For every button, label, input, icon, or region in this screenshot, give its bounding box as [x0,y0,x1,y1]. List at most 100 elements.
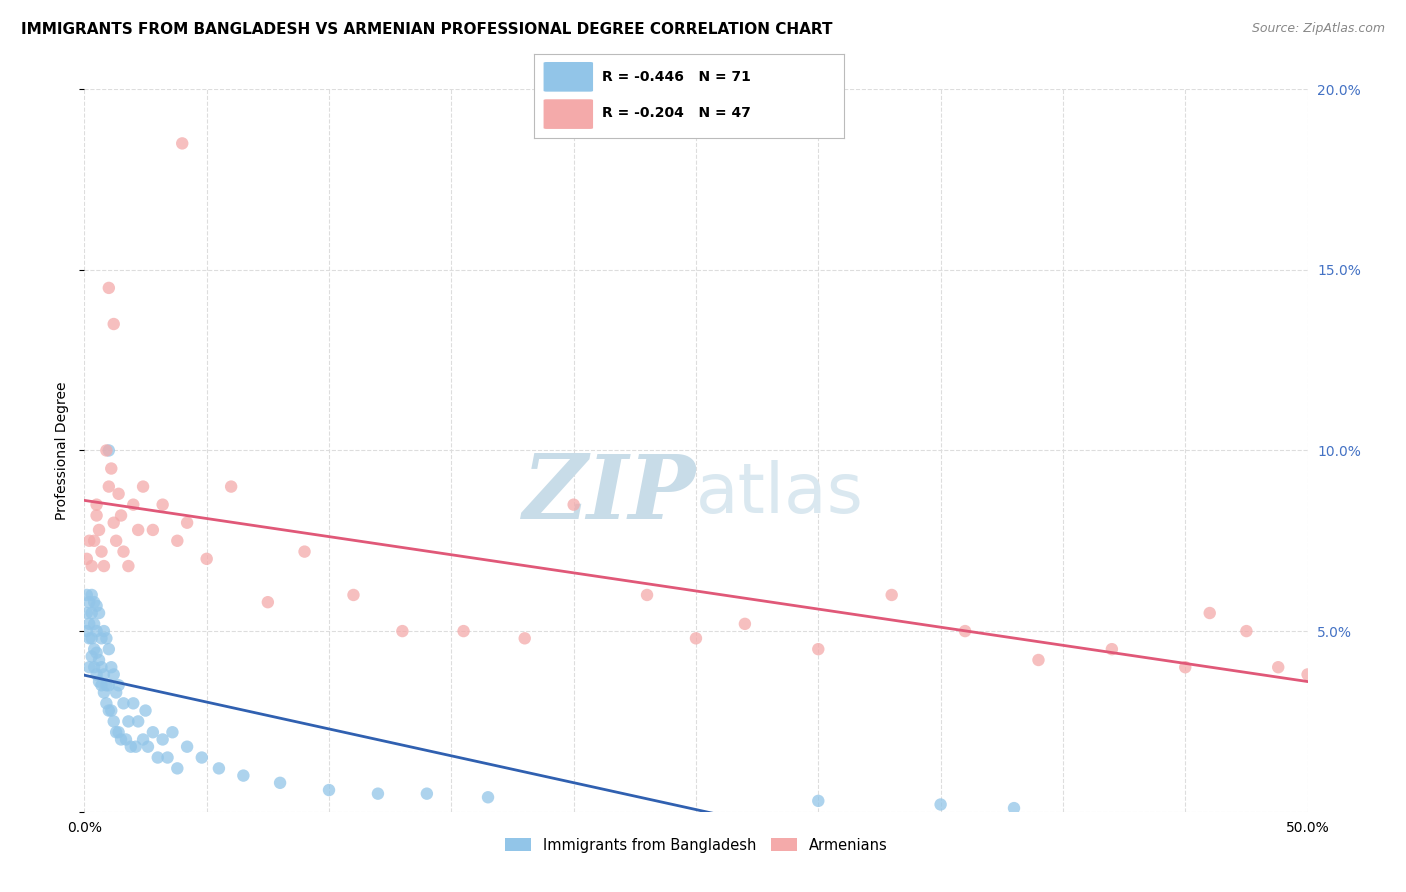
Point [110,732,132,747]
Point [135,704,157,718]
Point [93,685,115,699]
Point [172,136,194,151]
Point [107,487,129,501]
Point [77,533,100,548]
Point [97,704,120,718]
Point [342,588,364,602]
Point [107,725,129,739]
Point [96,443,118,458]
Point [513,632,536,646]
Point [453,624,475,639]
Point [105,685,128,699]
Point [166,761,188,775]
Point [132,732,155,747]
Point [807,794,830,808]
Text: R = -0.204   N = 47: R = -0.204 N = 47 [602,106,751,120]
Point [807,642,830,657]
Point [1296,667,1319,681]
Point [162,725,184,739]
Point [112,697,135,711]
Point [87,674,110,689]
Point [125,739,148,754]
FancyBboxPatch shape [544,99,593,129]
Point [83,642,105,657]
Point [176,739,198,754]
Point [127,523,149,537]
Point [1267,660,1289,674]
Point [416,787,439,801]
Point [83,533,105,548]
Point [127,714,149,729]
Point [86,624,108,639]
Point [90,632,112,646]
Point [96,678,118,692]
Point [107,678,129,692]
Point [93,559,115,574]
Point [97,443,120,458]
Point [391,624,413,639]
Point [76,624,98,639]
Point [90,678,112,692]
Point [97,642,120,657]
Point [83,616,105,631]
Point [122,697,145,711]
Point [77,632,100,646]
Point [929,797,952,812]
Point [110,508,132,523]
Point [100,704,122,718]
Point [1236,624,1258,639]
Point [1002,801,1025,815]
Point [146,750,169,764]
Point [80,559,103,574]
Point [219,480,242,494]
Point [80,632,103,646]
Point [97,281,120,295]
Point [191,750,214,764]
Point [477,790,499,805]
Point [1101,642,1123,657]
Point [96,632,118,646]
Point [195,551,218,566]
Legend: Immigrants from Bangladesh, Armenians: Immigrants from Bangladesh, Armenians [499,832,893,859]
Point [96,697,118,711]
Point [142,725,165,739]
Point [269,776,291,790]
Text: IMMIGRANTS FROM BANGLADESH VS ARMENIAN PROFESSIONAL DEGREE CORRELATION CHART: IMMIGRANTS FROM BANGLADESH VS ARMENIAN P… [21,22,832,37]
Point [86,599,108,613]
Point [103,667,125,681]
Point [122,498,145,512]
Point [132,480,155,494]
Point [142,523,165,537]
Text: R = -0.446   N = 71: R = -0.446 N = 71 [602,70,751,84]
Point [76,588,98,602]
Point [294,544,316,558]
Point [77,595,100,609]
Point [90,660,112,674]
Point [734,616,756,631]
Point [152,498,174,512]
Point [117,714,139,729]
FancyBboxPatch shape [544,62,593,92]
Point [97,480,120,494]
Point [880,588,903,602]
Point [208,761,231,775]
Point [86,508,108,523]
Point [1198,606,1220,620]
Point [120,739,142,754]
Point [76,551,98,566]
Point [86,667,108,681]
Point [87,606,110,620]
Point [636,588,658,602]
Point [318,783,340,797]
Y-axis label: Professional Degree: Professional Degree [55,381,69,520]
Point [105,725,128,739]
Point [367,787,389,801]
Point [87,523,110,537]
Point [112,544,135,558]
Point [80,606,103,620]
Text: ZIP: ZIP [523,450,696,537]
Point [93,667,115,681]
Point [117,559,139,574]
Point [90,544,112,558]
Point [953,624,976,639]
